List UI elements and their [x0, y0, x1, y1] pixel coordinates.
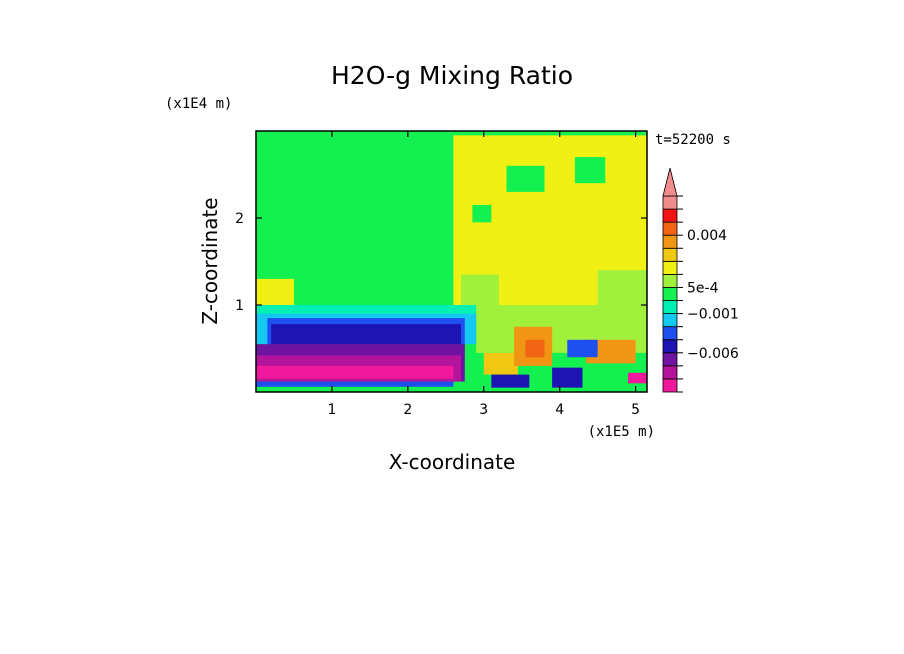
heatmap-region-7 [256, 278, 294, 305]
heatmap-region-19 [525, 339, 545, 358]
colorbar-segment [662, 378, 678, 393]
plot-frame [255, 130, 648, 393]
colorbar-segment [662, 273, 678, 288]
colorbar-segment [662, 326, 678, 341]
colorbar-segment [662, 352, 678, 367]
colorbar-segment [662, 365, 678, 380]
heatmap-field [256, 131, 647, 392]
heatmap-region-24 [628, 372, 647, 384]
y-axis-ticks: 12 [235, 211, 647, 314]
x-scale-label: (x1E5 m) [588, 424, 655, 440]
x-tick-label: 4 [555, 402, 564, 418]
heatmap-region-6 [597, 270, 647, 305]
heatmap-region-3 [506, 165, 545, 192]
heatmap-region-15 [256, 365, 454, 379]
heatmap-region-5 [460, 274, 499, 305]
heatmap-region-4 [574, 157, 606, 184]
heatmap-region-16 [256, 381, 454, 387]
time-label: t=52200 s [655, 132, 731, 148]
colorbar: 0.004 5e-4 −0.001 −0.006 [662, 167, 739, 393]
colorbar-segment [662, 208, 678, 223]
colorbar-segment [662, 300, 678, 314]
colorbar-label: 5e-4 [687, 280, 719, 296]
x-tick-label: 2 [403, 402, 412, 418]
colorbar-segment [662, 287, 678, 301]
colorbar-segment [662, 313, 678, 328]
colorbar-segment [662, 234, 678, 249]
x-tick-label: 1 [327, 402, 336, 418]
heatmap-region-2 [472, 204, 492, 223]
heatmap-region-23 [567, 339, 598, 358]
chart-title: H2O-g Mixing Ratio [331, 61, 573, 90]
colorbar-segment [662, 247, 678, 262]
y-tick-label: 1 [235, 298, 244, 314]
heatmap-region-22 [552, 367, 583, 388]
colorbar-label: 0.004 [687, 228, 727, 244]
colorbar-extend-arrow [662, 167, 678, 197]
x-tick-label: 3 [479, 402, 488, 418]
colorbar-segment [662, 260, 678, 275]
colorbar-label: −0.001 [687, 307, 739, 323]
colorbar-segment [662, 221, 678, 236]
heatmap-region-17 [483, 352, 518, 375]
x-axis-ticks: 1 2 3 4 5 [327, 131, 640, 418]
colorbar-segment [662, 195, 678, 210]
y-scale-label: (x1E4 m) [165, 96, 232, 112]
y-tick-label: 2 [235, 211, 244, 227]
heatmap-region-20 [586, 339, 636, 364]
colorbar-segment [662, 339, 678, 354]
colorbar-label: −0.006 [687, 346, 739, 362]
x-axis-label: X-coordinate [389, 450, 516, 474]
y-axis-label: Z-coordinate [198, 197, 222, 324]
heatmap-region-21 [491, 374, 530, 388]
x-tick-label: 5 [631, 402, 640, 418]
